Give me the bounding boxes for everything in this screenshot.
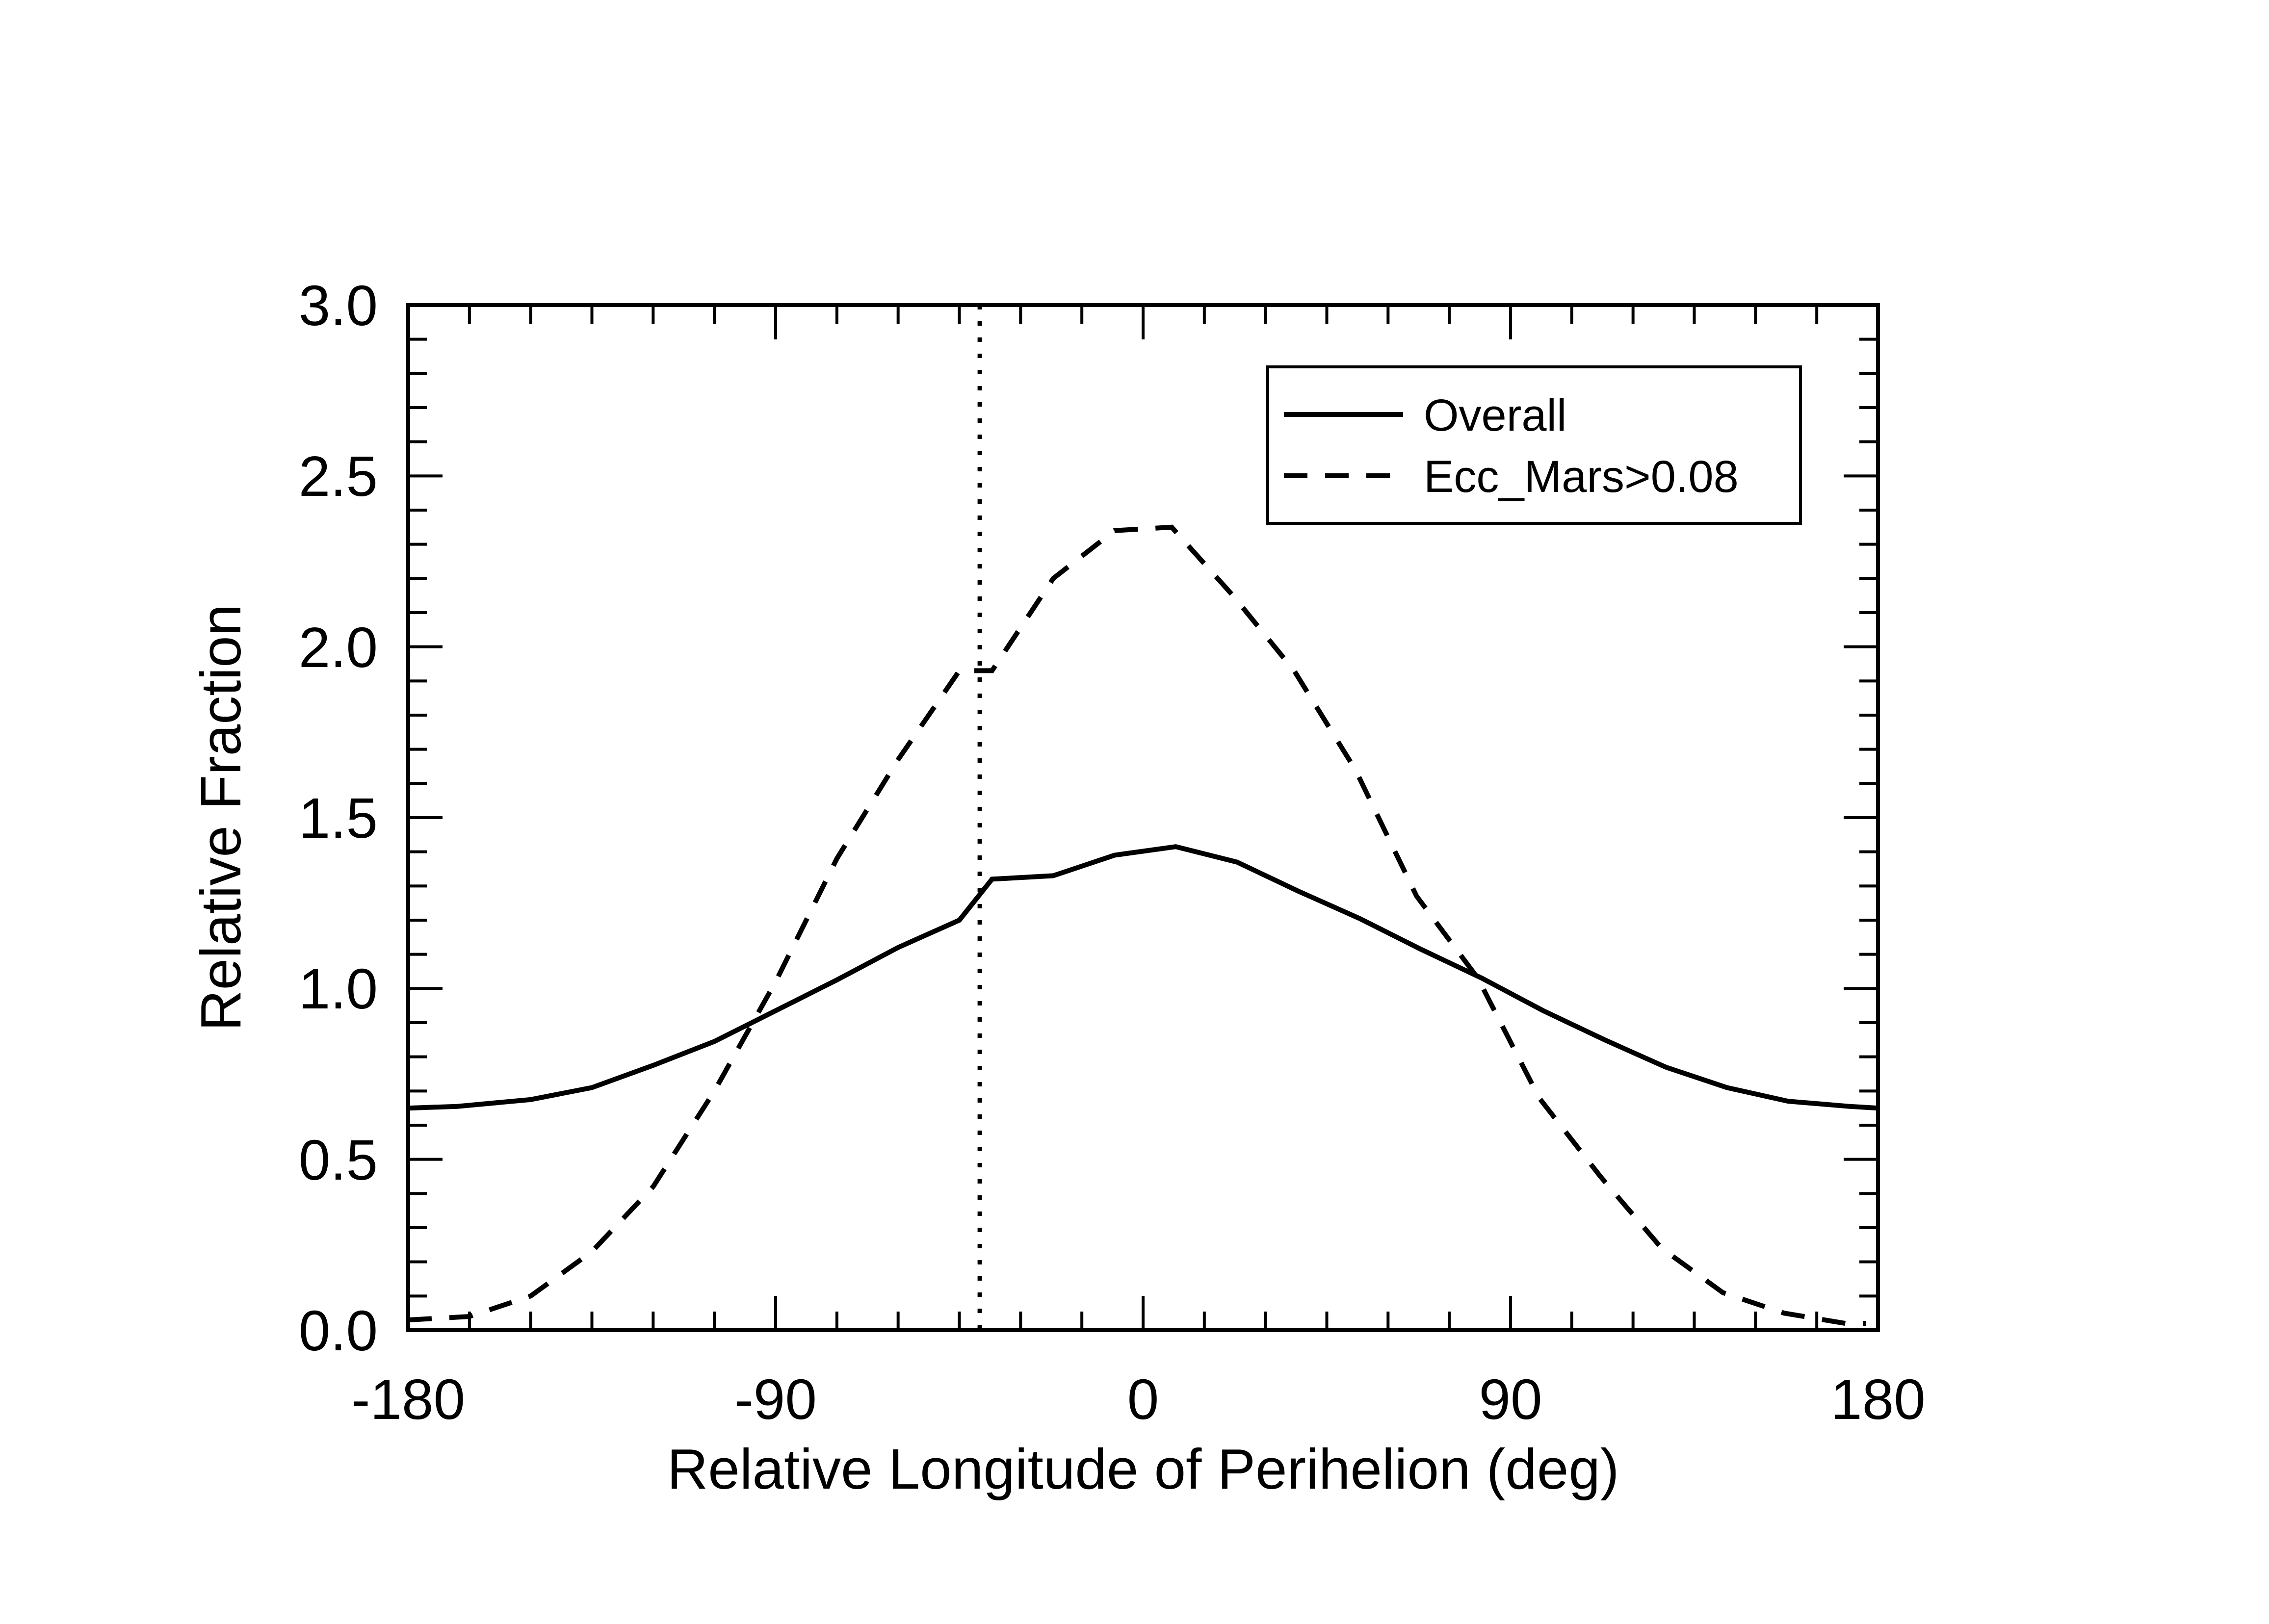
legend-label-overall: Overall [1424,390,1566,440]
y-axis-title: Relative Fraction [189,604,253,1031]
x-tick-label: 180 [1830,1367,1926,1431]
y-tick-labels: 0.0 0.5 1.0 1.5 2.0 2.5 3.0 [299,274,378,1363]
tick-marks [407,304,1879,1332]
legend-label-ecc-mars: Ecc_Mars>0.08 [1424,452,1739,502]
x-tick-labels: -180 -90 0 90 180 [351,1367,1926,1431]
series-line-ecc-mars [408,524,1866,1326]
series-lines [408,524,1878,1326]
series-line-overall [408,844,1878,1111]
x-tick-label: -180 [351,1367,465,1431]
x-tick-label: 0 [1127,1367,1159,1431]
x-tick-label: -90 [734,1367,817,1431]
y-tick-label: 1.5 [299,786,378,850]
plot-frame [406,303,1880,1332]
y-tick-label: 2.0 [299,616,378,679]
y-tick-label: 2.5 [299,444,378,508]
legend: Overall Ecc_Mars>0.08 [1266,365,1802,525]
y-tick-label: 1.0 [299,957,378,1021]
x-axis-title: Relative Longitude of Perihelion (deg) [667,1437,1619,1501]
x-tick-label: 90 [1479,1367,1542,1431]
y-tick-label: 3.0 [299,274,378,337]
legend-box [1266,365,1802,525]
y-tick-label: 0.5 [299,1128,378,1192]
y-tick-label: 0.0 [299,1299,378,1363]
